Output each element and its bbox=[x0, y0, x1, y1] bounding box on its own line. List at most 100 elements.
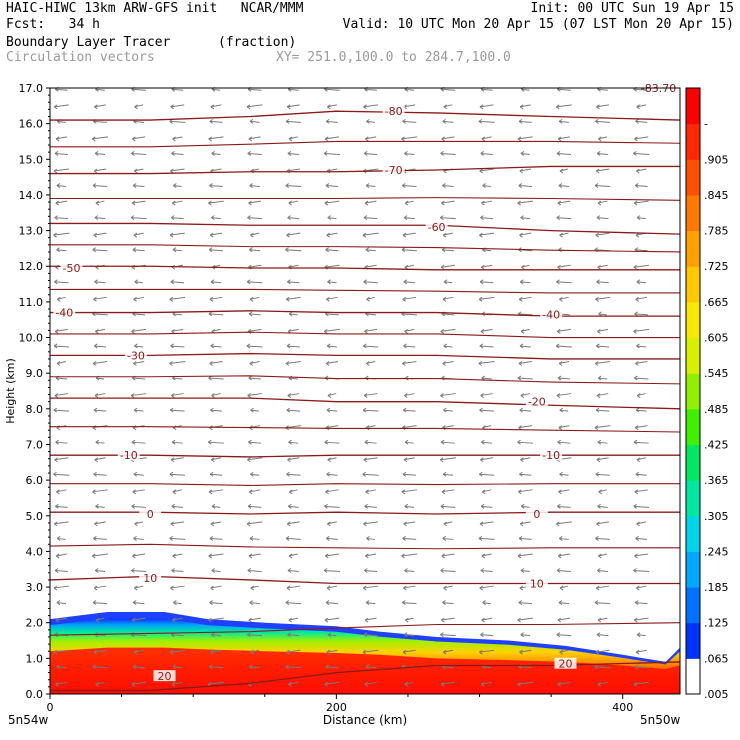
vector-arrow bbox=[210, 345, 222, 348]
vector-arrow bbox=[211, 457, 222, 461]
vector-arrow bbox=[595, 409, 610, 412]
vector-arrow bbox=[92, 185, 108, 188]
vector-arrow bbox=[636, 104, 647, 108]
vector-arrow bbox=[482, 602, 491, 605]
vector-arrowhead bbox=[479, 343, 484, 349]
vector-arrow bbox=[521, 505, 530, 508]
vector-arrowhead bbox=[442, 296, 447, 302]
vector-arrow bbox=[441, 617, 455, 621]
vector-arrow bbox=[247, 217, 263, 220]
vector-arrowhead bbox=[520, 457, 524, 463]
y-tick-label: 10.0 bbox=[19, 332, 44, 345]
vector-arrowhead bbox=[249, 183, 253, 188]
vector-arrow bbox=[403, 281, 416, 284]
vector-arrowhead bbox=[634, 600, 639, 606]
cross-section-coords: XY= 251.0,100.0 to 284.7,100.0 bbox=[276, 50, 511, 65]
contour-label-bg bbox=[124, 349, 147, 361]
vector-arrow bbox=[131, 505, 146, 508]
vector-arrowhead bbox=[402, 232, 407, 238]
contour-label: -10 bbox=[542, 449, 560, 462]
vector-arrowhead bbox=[209, 600, 213, 606]
vector-arrow bbox=[169, 120, 186, 123]
vector-arrow bbox=[364, 328, 378, 332]
vector-arrow bbox=[635, 649, 647, 653]
vector-arrow bbox=[285, 666, 302, 669]
vector-arrow bbox=[480, 217, 494, 220]
vector-arrow bbox=[92, 666, 108, 669]
vector-arrowhead bbox=[519, 521, 524, 527]
vector-arrow bbox=[324, 617, 340, 621]
vector-arrowhead bbox=[595, 536, 599, 541]
vector-arrow bbox=[53, 585, 70, 589]
vector-arrow bbox=[366, 360, 376, 364]
vector-arrowhead bbox=[636, 215, 641, 221]
vector-arrowhead bbox=[519, 407, 523, 413]
vector-arrow bbox=[403, 409, 416, 412]
vector-arrow bbox=[92, 136, 109, 140]
vector-arrow bbox=[633, 441, 649, 444]
vector-arrowhead bbox=[53, 104, 58, 110]
vector-arrow bbox=[171, 217, 184, 220]
contour-line bbox=[50, 352, 680, 360]
vector-arrowhead bbox=[208, 617, 212, 623]
vector-arrow bbox=[248, 377, 261, 380]
vector-arrow bbox=[172, 136, 183, 140]
vector-arrow bbox=[327, 104, 337, 108]
vector-arrow bbox=[479, 521, 494, 525]
vector-arrowhead bbox=[207, 439, 212, 445]
vector-arrowhead bbox=[286, 407, 291, 413]
vector-arrow bbox=[208, 441, 224, 444]
colorbar-label: .125 bbox=[704, 617, 729, 630]
vector-arrowhead bbox=[518, 296, 523, 302]
vector-arrowhead bbox=[211, 503, 216, 509]
vector-arrow bbox=[482, 249, 492, 252]
vector-arrowhead bbox=[209, 536, 214, 541]
vector-arrow bbox=[211, 217, 221, 220]
vector-arrowhead bbox=[93, 343, 98, 349]
vector-arrowhead bbox=[247, 393, 251, 398]
vector-arrowhead bbox=[289, 489, 293, 495]
vector-arrowhead bbox=[517, 553, 522, 559]
vector-arrowhead bbox=[520, 568, 525, 573]
vector-arrowhead bbox=[169, 232, 174, 238]
vector-arrowhead bbox=[287, 393, 292, 398]
vector-arrow bbox=[556, 521, 572, 525]
vector-arrowhead bbox=[518, 361, 523, 366]
vector-arrow bbox=[401, 489, 418, 493]
vector-arrowhead bbox=[440, 503, 445, 509]
vector-arrowhead bbox=[288, 681, 292, 687]
vector-arrow bbox=[55, 136, 67, 140]
contour-label-bg bbox=[525, 507, 548, 519]
vector-arrow bbox=[324, 681, 340, 685]
vector-arrow bbox=[170, 281, 185, 284]
vector-arrow bbox=[246, 521, 263, 525]
vector-arrow bbox=[556, 393, 572, 397]
vector-arrow bbox=[131, 328, 147, 332]
vector-arrow bbox=[249, 537, 260, 540]
vector-arrow bbox=[403, 104, 416, 108]
vector-arrowhead bbox=[134, 279, 138, 285]
vector-arrowhead bbox=[519, 232, 523, 238]
vector-arrowhead bbox=[442, 118, 446, 124]
vector-arrow bbox=[517, 200, 534, 204]
vector-arrowhead bbox=[55, 681, 59, 687]
vector-arrowhead bbox=[518, 536, 523, 541]
y-tick-label: 4.0 bbox=[26, 545, 44, 558]
vector-arrow bbox=[480, 88, 493, 91]
vector-arrow bbox=[56, 249, 67, 252]
vector-arrow bbox=[365, 313, 376, 316]
colorbar-swatch bbox=[686, 587, 700, 624]
colorbar-label: .845 bbox=[704, 189, 729, 202]
vector-arrow bbox=[517, 681, 534, 685]
vector-arrowhead bbox=[558, 536, 563, 541]
y-tick-label: 11.0 bbox=[19, 296, 44, 309]
vector-arrowhead bbox=[325, 664, 329, 670]
vector-arrowhead bbox=[634, 664, 639, 670]
vector-arrow bbox=[443, 409, 453, 412]
vector-arrowhead bbox=[324, 553, 329, 559]
x-tick-label: 0 bbox=[47, 701, 54, 714]
vector-arrow bbox=[134, 585, 144, 589]
vector-arrowhead bbox=[442, 361, 446, 366]
vector-arrow bbox=[53, 409, 70, 412]
vector-arrowhead bbox=[517, 439, 521, 445]
